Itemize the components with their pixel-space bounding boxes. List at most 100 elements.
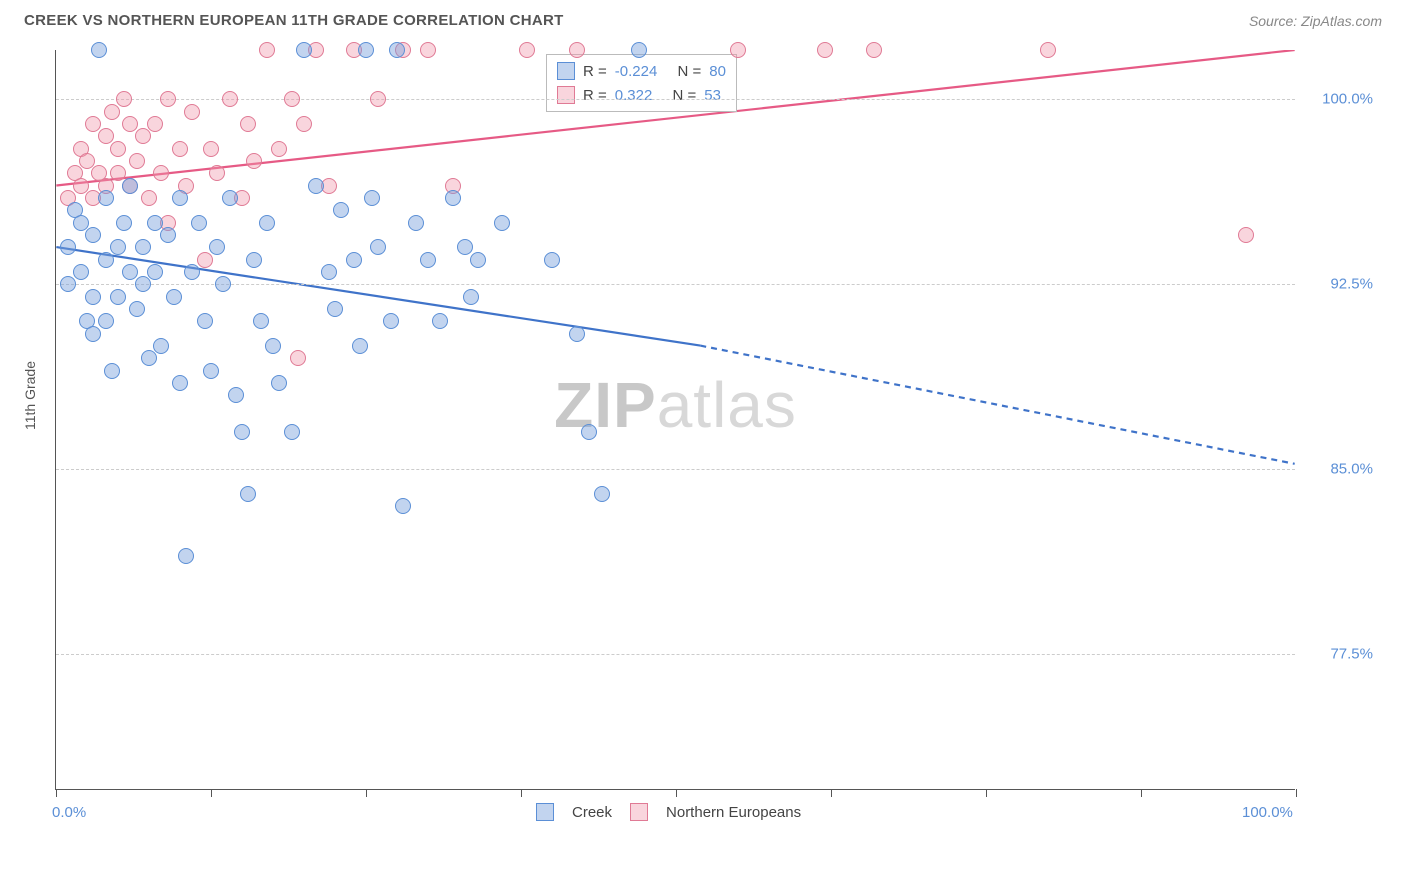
point-northern <box>129 153 145 169</box>
point-northern <box>116 91 132 107</box>
point-northern <box>85 116 101 132</box>
point-creek <box>85 227 101 243</box>
point-northern <box>817 42 833 58</box>
point-creek <box>122 178 138 194</box>
point-creek <box>494 215 510 231</box>
point-creek <box>166 289 182 305</box>
point-northern <box>209 165 225 181</box>
legend-label-northern: Northern Europeans <box>666 804 801 821</box>
point-northern <box>203 141 219 157</box>
point-creek <box>153 338 169 354</box>
plot-area: ZIPatlas R = -0.224 N = 80 R = 0.322 N =… <box>55 50 1295 790</box>
x-tick <box>831 789 832 797</box>
point-creek <box>346 252 362 268</box>
point-creek <box>197 313 213 329</box>
point-creek <box>172 190 188 206</box>
point-creek <box>395 498 411 514</box>
point-creek <box>246 252 262 268</box>
point-creek <box>60 276 76 292</box>
point-northern <box>73 178 89 194</box>
point-creek <box>383 313 399 329</box>
watermark-light: atlas <box>657 369 797 441</box>
point-creek <box>215 276 231 292</box>
point-northern <box>135 128 151 144</box>
point-creek <box>98 252 114 268</box>
point-northern <box>222 91 238 107</box>
point-northern <box>110 141 126 157</box>
point-creek <box>569 326 585 342</box>
point-northern <box>370 91 386 107</box>
point-creek <box>321 264 337 280</box>
point-northern <box>104 104 120 120</box>
chart-title: CREEK VS NORTHERN EUROPEAN 11TH GRADE CO… <box>24 12 564 29</box>
point-creek <box>135 276 151 292</box>
point-northern <box>246 153 262 169</box>
point-creek <box>228 387 244 403</box>
point-creek <box>122 264 138 280</box>
point-creek <box>445 190 461 206</box>
point-creek <box>110 289 126 305</box>
point-creek <box>544 252 560 268</box>
point-northern <box>259 42 275 58</box>
watermark-bold: ZIP <box>554 369 657 441</box>
point-northern <box>160 91 176 107</box>
point-creek <box>470 252 486 268</box>
point-northern <box>141 190 157 206</box>
point-creek <box>73 264 89 280</box>
point-creek <box>178 548 194 564</box>
x-tick <box>521 789 522 797</box>
gridline <box>56 99 1295 100</box>
point-creek <box>141 350 157 366</box>
correlation-legend: R = -0.224 N = 80 R = 0.322 N = 53 <box>546 54 737 112</box>
point-creek <box>191 215 207 231</box>
point-northern <box>569 42 585 58</box>
series-legend: Creek Northern Europeans <box>536 803 801 821</box>
point-creek <box>209 239 225 255</box>
point-creek <box>85 289 101 305</box>
point-creek <box>594 486 610 502</box>
point-northern <box>296 116 312 132</box>
legend-swatch-pink <box>630 803 648 821</box>
point-northern <box>866 42 882 58</box>
gridline <box>56 284 1295 285</box>
point-creek <box>389 42 405 58</box>
legend-n-value: 80 <box>709 63 726 80</box>
x-tick <box>211 789 212 797</box>
point-creek <box>308 178 324 194</box>
legend-row-creek: R = -0.224 N = 80 <box>557 59 726 83</box>
point-creek <box>104 363 120 379</box>
point-northern <box>197 252 213 268</box>
legend-r-value: 0.322 <box>615 87 653 104</box>
point-northern <box>184 104 200 120</box>
point-creek <box>408 215 424 231</box>
point-northern <box>1040 42 1056 58</box>
point-creek <box>284 424 300 440</box>
x-tick-label: 100.0% <box>1242 804 1293 821</box>
point-creek <box>98 190 114 206</box>
point-creek <box>203 363 219 379</box>
legend-r-label: R = <box>583 63 607 80</box>
point-northern <box>79 153 95 169</box>
legend-n-value: 53 <box>704 87 721 104</box>
point-creek <box>129 301 145 317</box>
x-tick-label: 0.0% <box>52 804 86 821</box>
gridline <box>56 469 1295 470</box>
chart-area: ZIPatlas R = -0.224 N = 80 R = 0.322 N =… <box>55 50 1385 810</box>
point-creek <box>358 42 374 58</box>
point-creek <box>327 301 343 317</box>
point-northern <box>519 42 535 58</box>
point-creek <box>631 42 647 58</box>
y-tick-label: 92.5% <box>1330 276 1373 293</box>
x-tick <box>1141 789 1142 797</box>
point-creek <box>147 264 163 280</box>
gridline <box>56 654 1295 655</box>
x-tick <box>366 789 367 797</box>
point-creek <box>160 227 176 243</box>
legend-swatch-blue <box>557 62 575 80</box>
legend-label-creek: Creek <box>572 804 612 821</box>
point-northern <box>730 42 746 58</box>
point-creek <box>135 239 151 255</box>
chart-header: CREEK VS NORTHERN EUROPEAN 11TH GRADE CO… <box>0 0 1406 37</box>
point-northern <box>420 42 436 58</box>
point-creek <box>116 215 132 231</box>
